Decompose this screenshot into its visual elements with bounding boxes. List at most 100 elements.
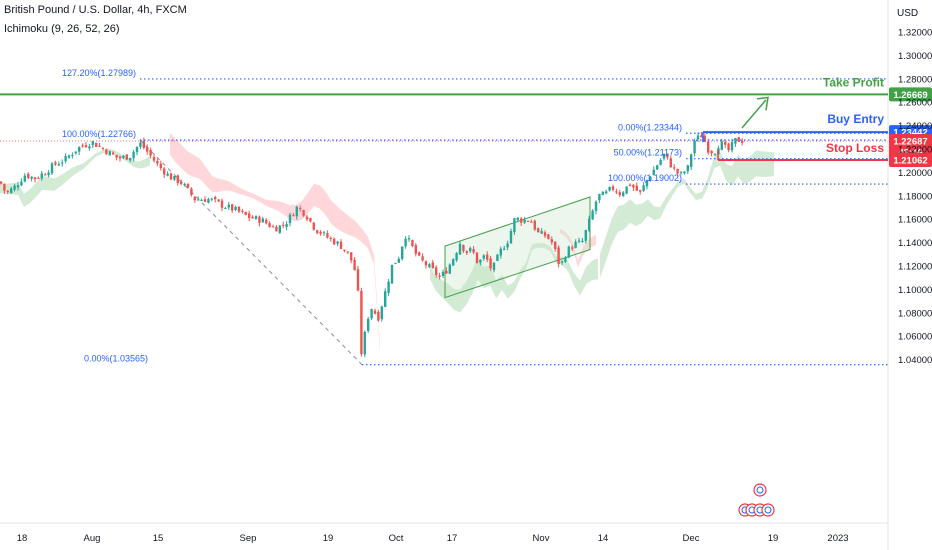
price-tick-label: 1.28000: [898, 74, 932, 85]
candle-body: [152, 157, 156, 161]
candle-body: [584, 230, 587, 241]
candle-body: [295, 206, 298, 217]
ascending-channel[interactable]: [444, 196, 591, 299]
fib-leg-line[interactable]: [139, 139, 363, 366]
candle-body: [122, 155, 125, 158]
candle-body: [248, 213, 251, 219]
candle-body: [564, 257, 567, 262]
candle-body: [312, 222, 315, 230]
candle-body: [282, 224, 285, 226]
candle-body: [455, 253, 458, 261]
candle-body: [146, 147, 149, 152]
candle-body: [397, 258, 400, 263]
candle-body: [356, 269, 360, 291]
target-arrow[interactable]: [741, 99, 767, 129]
event-flag-icon[interactable]: [753, 483, 767, 497]
candle-body: [135, 146, 139, 153]
candle-body: [377, 311, 380, 321]
candle-body: [625, 186, 628, 194]
candles: [0, 131, 744, 358]
candle-body: [190, 188, 193, 195]
candle-body: [16, 185, 20, 188]
candle-body: [329, 237, 332, 239]
candle-body: [265, 219, 268, 224]
candle-body: [639, 190, 642, 192]
candle-body: [129, 157, 132, 161]
candle-body: [88, 146, 91, 149]
candle-body: [486, 254, 489, 260]
candle-body: [540, 230, 543, 234]
candle-body: [407, 238, 411, 240]
candle-body: [727, 143, 730, 151]
event-flag-icon[interactable]: [761, 503, 775, 517]
fib-level-label: 127.20%(1.27989): [62, 68, 136, 78]
price-tick-label: 1.20000: [898, 168, 932, 179]
candle-body: [424, 261, 428, 266]
candle-body: [506, 243, 509, 248]
fib-level-label: 50.00%(1.21173): [614, 148, 682, 158]
candle-body: [220, 200, 224, 208]
take-profit-price-tag[interactable]: [889, 87, 932, 102]
candle-body: [163, 168, 166, 175]
candle-body: [669, 158, 672, 168]
candle-body: [149, 149, 152, 156]
candle-body: [47, 172, 50, 176]
candle-body: [418, 252, 421, 256]
candle-body: [203, 199, 207, 202]
candle-body: [261, 218, 264, 223]
candle-body: [649, 176, 652, 181]
candle-body: [543, 232, 547, 236]
candle-body: [411, 239, 414, 247]
economic-events[interactable]: [738, 483, 775, 517]
time-tick-label: 19: [768, 533, 779, 544]
stop-loss-price-tag[interactable]: [889, 152, 932, 167]
price-tick-label: 1.22000: [898, 145, 932, 156]
candle-body: [452, 259, 455, 266]
candle-body: [10, 188, 13, 194]
candle-body: [618, 192, 621, 196]
candle-body: [560, 261, 564, 263]
last-price-tag-text: 1.22687: [893, 136, 927, 147]
time-axis[interactable]: 18 Aug 15 Sep 19 Oct 17 Nov 14 Dec 19 2023: [17, 533, 849, 544]
candle-body: [105, 149, 108, 155]
candle-body: [350, 252, 353, 261]
candle-body: [703, 135, 706, 142]
candle-body: [292, 215, 295, 217]
candle-body: [499, 248, 502, 256]
candle-body: [200, 199, 203, 201]
candle-body: [645, 180, 649, 187]
last-price-tag[interactable]: [889, 133, 932, 159]
candle-body: [316, 230, 319, 233]
candle-body: [441, 271, 445, 276]
indicator-legend[interactable]: Ichimoku (9, 26, 52, 26): [4, 23, 120, 35]
price-tick-label: 1.08000: [898, 308, 932, 319]
candle-body: [101, 148, 105, 150]
candle-body: [475, 252, 479, 264]
candle-body: [98, 145, 101, 147]
candle-body: [322, 232, 326, 234]
candle-body: [81, 145, 84, 147]
candle-body: [183, 183, 186, 186]
buy-entry-label: Buy Entry: [827, 112, 884, 126]
candle-body: [288, 214, 292, 224]
target-arrow-head: [756, 96, 769, 111]
last-price-tag-text: 43:16: [898, 147, 922, 158]
candle-body: [23, 175, 26, 182]
candle-body: [707, 141, 710, 153]
candle-body: [683, 171, 686, 174]
candle-body: [367, 318, 370, 331]
price-axis[interactable]: 1.32000 1.30000 1.28000 1.26000 1.24000 1.220…: [898, 28, 932, 367]
candle-body: [64, 155, 67, 162]
time-tick-label: 19: [323, 533, 334, 544]
time-tick-label: Sep: [240, 533, 257, 544]
candle-body: [132, 151, 135, 159]
candle-body: [370, 309, 373, 319]
price-tick-label: 1.12000: [898, 262, 932, 273]
candle-body: [3, 183, 6, 191]
candle-body: [428, 264, 431, 268]
candle-body: [526, 220, 530, 222]
candle-body: [594, 201, 598, 212]
chart-title: British Pound / U.S. Dollar, 4h, FXCM: [4, 4, 187, 16]
candle-body: [530, 221, 533, 223]
